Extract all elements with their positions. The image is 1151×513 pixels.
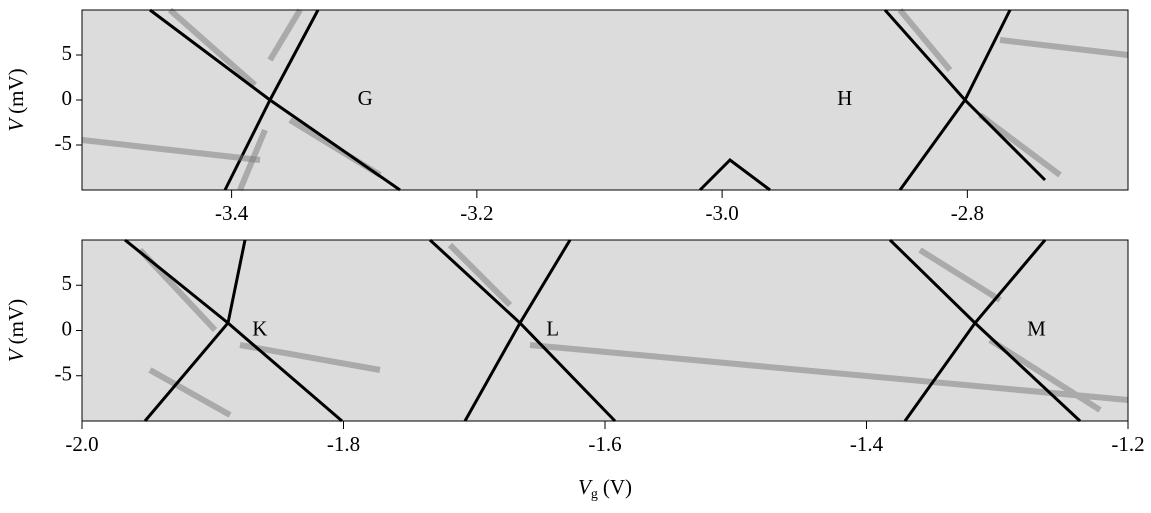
diamond-label: K bbox=[252, 316, 267, 340]
x-tick-label: -3.0 bbox=[705, 201, 738, 225]
x-tick-label: -1.8 bbox=[327, 432, 360, 456]
y-label-symbol: V bbox=[4, 347, 28, 362]
diamond-lines bbox=[81, 7, 1129, 423]
x-tick-label: -3.2 bbox=[460, 201, 493, 225]
diamond-label: H bbox=[837, 86, 852, 110]
diamond-label: M bbox=[1027, 316, 1046, 340]
x-tick-label: -2.8 bbox=[951, 201, 984, 225]
y-tick-label: 5 bbox=[62, 271, 73, 295]
y-tick-label: 0 bbox=[62, 316, 73, 340]
x-tick-label: -1.2 bbox=[1111, 432, 1144, 456]
y-axis-label: V (mV) bbox=[4, 68, 28, 131]
y-tick-label: 0 bbox=[62, 86, 73, 110]
diamond-label: L bbox=[546, 316, 559, 340]
y-label-symbol: V bbox=[4, 117, 28, 132]
y-tick-label: -5 bbox=[55, 362, 73, 386]
x-label-symbol: V bbox=[578, 475, 593, 499]
y-label-unit: (mV) bbox=[4, 299, 28, 345]
x-label-unit: (V) bbox=[603, 475, 632, 499]
y-axis-label: V (mV) bbox=[4, 299, 28, 362]
x-tick-label: -3.4 bbox=[215, 201, 249, 225]
x-label-subscript: g bbox=[591, 487, 598, 502]
x-tick-label: -1.6 bbox=[588, 432, 621, 456]
x-tick-label: -1.4 bbox=[850, 432, 884, 456]
x-axis-label: Vg (V) bbox=[578, 475, 632, 502]
x-tick-label: -2.0 bbox=[65, 432, 98, 456]
y-tick-label: -5 bbox=[55, 131, 73, 155]
y-tick-label: 5 bbox=[62, 41, 73, 65]
y-label-unit: (mV) bbox=[4, 68, 28, 114]
diamond-label: G bbox=[358, 86, 373, 110]
